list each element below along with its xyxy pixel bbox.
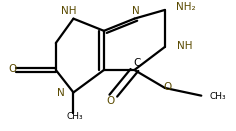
Text: O: O <box>107 96 115 106</box>
Text: NH: NH <box>61 6 76 16</box>
Text: O: O <box>163 82 171 92</box>
Text: N: N <box>57 88 64 98</box>
Text: N: N <box>132 6 139 16</box>
Text: C: C <box>134 58 141 68</box>
Text: CH₃: CH₃ <box>66 112 83 121</box>
Text: CH₃: CH₃ <box>209 92 226 101</box>
Text: O: O <box>8 64 17 74</box>
Text: NH: NH <box>177 41 193 51</box>
Text: NH₂: NH₂ <box>176 2 196 12</box>
